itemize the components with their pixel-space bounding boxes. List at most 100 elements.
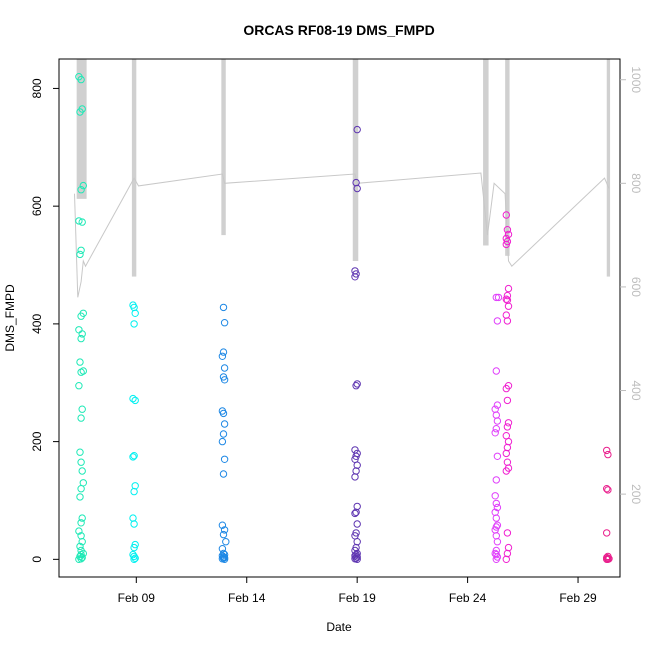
- data-point: [78, 405, 86, 413]
- data-point: [503, 529, 512, 537]
- data-point: [492, 425, 500, 433]
- data-point: [130, 552, 138, 561]
- y-axis: 0 200 400 600 800: [30, 78, 59, 563]
- data-point: [220, 376, 229, 384]
- data-point: [77, 368, 85, 376]
- flight-track-band: [505, 59, 510, 256]
- data-point: [604, 555, 612, 563]
- data-point: [76, 448, 84, 456]
- data-point: [130, 320, 138, 328]
- data-point: [352, 467, 360, 475]
- data-point: [502, 211, 510, 219]
- secondary-trace-layer: [74, 172, 610, 298]
- y-axis-label: DMS_FMPD: [3, 284, 17, 352]
- flight-track-band: [606, 59, 611, 277]
- data-point: [353, 553, 361, 561]
- data-point: [76, 493, 84, 501]
- data-point: [77, 334, 85, 343]
- data-point: [77, 312, 85, 320]
- x-axis-label: Date: [326, 620, 352, 634]
- data-point: [493, 452, 502, 460]
- data-point: [353, 502, 361, 511]
- data-point: [78, 218, 86, 226]
- data-point: [129, 453, 137, 461]
- data-point: [130, 452, 138, 460]
- data-point: [503, 396, 512, 405]
- data-point: [492, 514, 500, 522]
- data-point: [75, 217, 83, 225]
- y-tick-label: 400: [30, 314, 44, 334]
- data-point: [76, 542, 84, 551]
- y2-tick-label: 400: [629, 381, 643, 401]
- data-point: [493, 401, 502, 409]
- data-point: [604, 486, 612, 494]
- y-tick-label: 600: [30, 196, 44, 216]
- data-point: [129, 550, 137, 559]
- data-point: [504, 419, 513, 427]
- data-point: [493, 503, 502, 512]
- data-point: [493, 417, 502, 425]
- data-point: [492, 555, 500, 563]
- data-point: [352, 508, 360, 516]
- data-point: [353, 184, 361, 193]
- flight-track-band: [352, 59, 359, 262]
- y-tick-label: 0: [30, 556, 44, 563]
- data-point: [75, 527, 83, 535]
- data-point: [131, 309, 139, 317]
- data-point: [76, 358, 84, 366]
- data-point: [492, 499, 500, 508]
- data-point: [131, 396, 139, 405]
- data-point: [504, 543, 513, 552]
- data-point: [503, 423, 512, 431]
- data-point: [79, 181, 88, 190]
- flight-track-band: [131, 59, 137, 277]
- data-point: [77, 186, 85, 194]
- data-point: [77, 519, 85, 527]
- x-axis: Feb 09 Feb 14 Feb 19 Feb 24 Feb 29: [118, 577, 597, 605]
- data-point: [351, 473, 359, 481]
- data-point: [130, 303, 138, 312]
- flight-track-band: [221, 59, 226, 236]
- data-point: [504, 230, 513, 239]
- data-point: [502, 240, 510, 249]
- data-point: [503, 317, 512, 325]
- data-point: [503, 458, 512, 466]
- data-point: [353, 555, 361, 563]
- data-point: [219, 470, 228, 478]
- data-point: [220, 364, 229, 372]
- data-point: [603, 529, 611, 537]
- data-point: [219, 530, 228, 539]
- data-point: [353, 538, 361, 546]
- data-point: [77, 485, 85, 493]
- y2-tick-label: 800: [629, 173, 643, 193]
- data-point: [353, 461, 361, 469]
- data-point: [130, 520, 138, 528]
- data-point: [491, 429, 499, 437]
- data-point: [220, 555, 229, 563]
- data-point: [129, 514, 137, 522]
- data-point: [502, 467, 510, 475]
- data-point: [503, 226, 512, 234]
- data-point: [353, 520, 361, 528]
- data-point: [492, 367, 500, 375]
- data-point: [78, 514, 86, 522]
- data-point: [218, 352, 227, 360]
- data-points-layer: [75, 73, 613, 563]
- data-point: [502, 555, 510, 563]
- data-point: [76, 250, 84, 259]
- data-point: [77, 246, 85, 255]
- data-point: [130, 543, 138, 552]
- data-point: [220, 319, 229, 327]
- y2-tick-label: 600: [629, 277, 643, 297]
- data-point: [503, 291, 512, 300]
- data-point: [503, 549, 512, 558]
- y2-tick-label: 1000: [629, 66, 643, 93]
- data-point: [503, 443, 512, 452]
- data-point: [77, 414, 85, 422]
- data-point: [353, 380, 361, 388]
- flight-track-band: [76, 59, 87, 199]
- y-tick-label: 800: [30, 78, 44, 98]
- y-tick-label: 200: [30, 431, 44, 451]
- data-point: [493, 538, 502, 546]
